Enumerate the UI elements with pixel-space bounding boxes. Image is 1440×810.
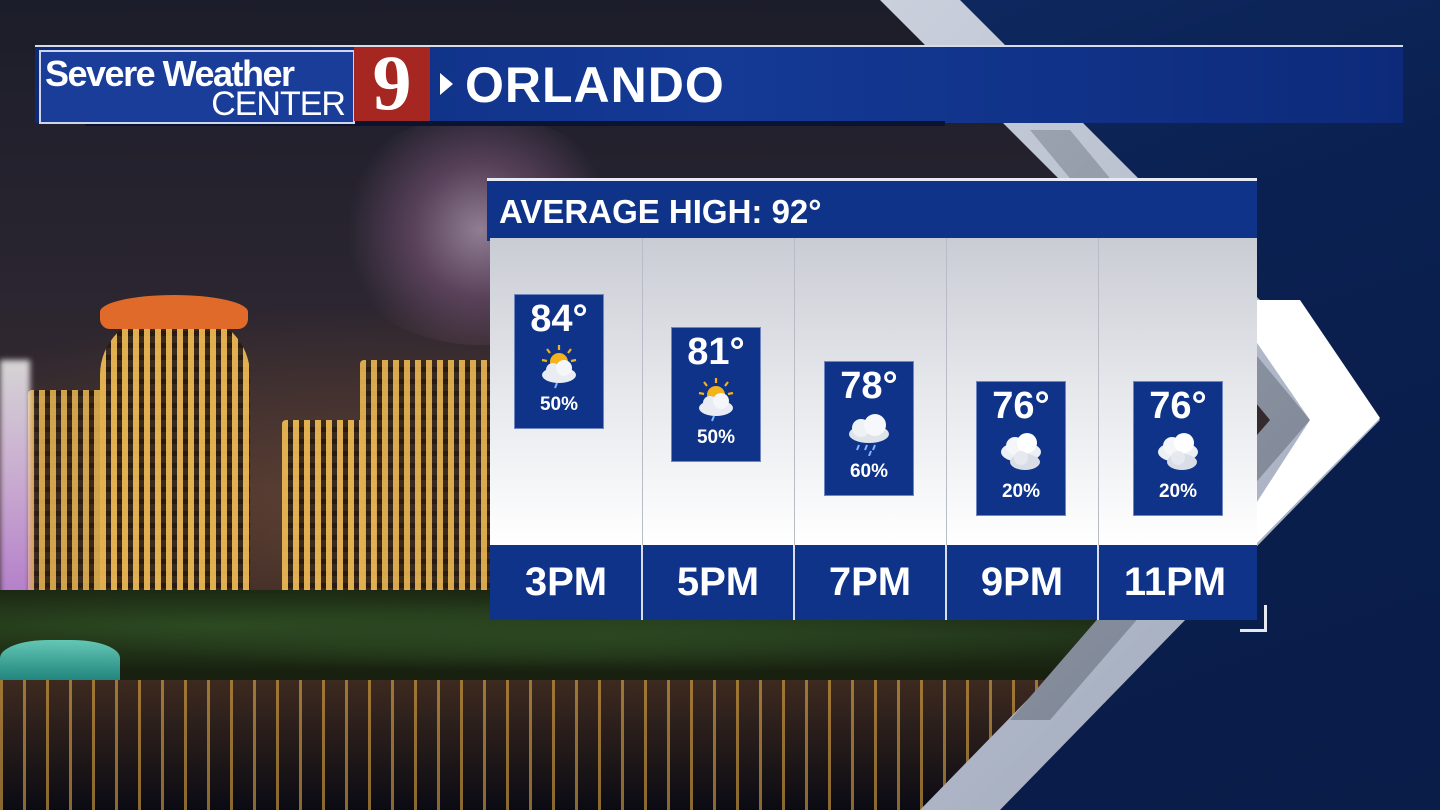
forecast-tile-5pm: 81° 50% xyxy=(671,327,761,462)
precip-chance: 20% xyxy=(1158,481,1198,502)
header-shadow xyxy=(85,121,945,126)
arrow-right-icon xyxy=(440,73,453,95)
channel-9-logo: 9 xyxy=(354,43,430,123)
temperature: 76° xyxy=(1149,385,1207,427)
building-crown xyxy=(100,295,248,329)
cloudy-icon xyxy=(1158,433,1198,470)
time-label-3pm: 3PM xyxy=(524,560,608,604)
fountain-base xyxy=(0,640,120,685)
column-divider xyxy=(794,238,795,545)
precip-chance: 60% xyxy=(849,461,889,482)
precip-chance: 20% xyxy=(1001,481,1041,502)
time-divider xyxy=(945,545,947,620)
corner-bracket xyxy=(1240,605,1267,632)
temperature: 76° xyxy=(992,385,1050,427)
time-divider xyxy=(1097,545,1099,620)
precip-chance: 50% xyxy=(696,427,736,448)
column-divider xyxy=(1098,238,1099,545)
temperature: 78° xyxy=(840,365,898,407)
time-row xyxy=(490,545,1257,620)
temperature: 84° xyxy=(530,298,588,340)
severe-weather-center-logo: Severe Weather CENTER xyxy=(39,50,355,124)
forecast-tile-3pm: 84° 50% xyxy=(514,294,604,429)
time-label-5pm: 5PM xyxy=(676,560,760,604)
time-divider xyxy=(793,545,795,620)
column-divider xyxy=(946,238,947,545)
forecast-tile-7pm: 78° 60% xyxy=(824,361,914,496)
time-label-11pm: 11PM xyxy=(1123,560,1227,604)
precip-chance: 50% xyxy=(539,394,579,415)
forecast-tile-11pm: 76° 20% xyxy=(1133,381,1223,516)
temperature: 81° xyxy=(687,331,745,373)
forecast-header: AVERAGE HIGH: 92° xyxy=(487,178,1257,241)
sun-cloud-rain-icon xyxy=(698,378,734,422)
hourly-forecast-card: AVERAGE HIGH: 92° 84° 50% 81° 50% 78° xyxy=(487,178,1257,620)
time-label-9pm: 9PM xyxy=(980,560,1064,604)
column-divider xyxy=(642,238,643,545)
time-label-7pm: 7PM xyxy=(828,560,912,604)
logo-text-line2: CENTER xyxy=(211,85,346,123)
channel-number: 9 xyxy=(372,39,412,126)
average-high-label: AVERAGE HIGH: 92° xyxy=(499,193,822,230)
time-divider xyxy=(641,545,643,620)
city-name: ORLANDO xyxy=(465,57,725,113)
forecast-tile-9pm: 76° 20% xyxy=(976,381,1066,516)
header-banner: Severe Weather CENTER 9 ORLANDO xyxy=(35,43,1403,126)
sun-cloud-rain-icon xyxy=(541,345,577,389)
cloud-rain-icon xyxy=(849,414,889,456)
logo-text-line1: Severe Weather xyxy=(45,53,295,94)
cloudy-icon xyxy=(1001,433,1041,470)
